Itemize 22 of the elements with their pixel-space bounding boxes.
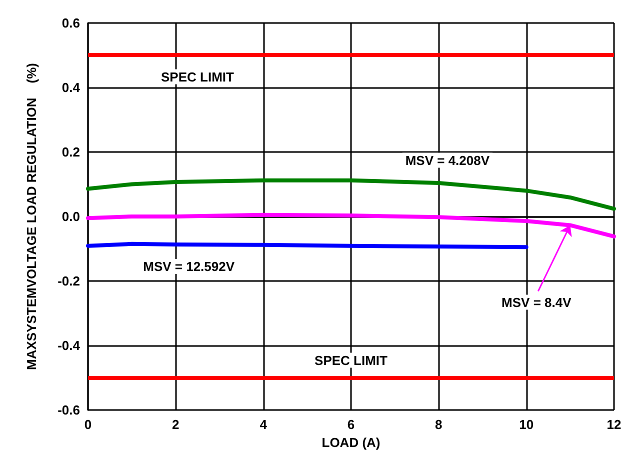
ref-line-label: SPEC LIMIT (161, 69, 234, 84)
y-tick-label: -0.2 (58, 274, 80, 288)
y-tick-label: 0.2 (62, 144, 80, 160)
x-tick-label: 12 (606, 417, 622, 432)
y-tick-label: -0.4 (58, 338, 81, 353)
annotation: MSV = 4.208V (405, 152, 490, 168)
annotation: MSV = 8.4V (502, 294, 572, 310)
y-tick-label: 0.6 (62, 16, 80, 30)
y-tick-label: -0.6 (58, 402, 80, 418)
x-axis-title: LOAD (A) (322, 434, 380, 450)
y-axis-title: MAXSYSTEMVOLTAGE LOAD REGULATION (%) (24, 63, 39, 370)
ref-line-label: SPEC LIMIT (314, 352, 388, 368)
x-tick-label: 6 (347, 417, 355, 432)
x-tick-label: 0 (84, 417, 92, 432)
line-series (86, 178, 616, 211)
y-tick-label: 0.0 (62, 209, 80, 224)
annotation: MSV = 12.592V (143, 259, 235, 274)
x-tick-label: 4 (260, 417, 268, 432)
x-tick-label: 10 (519, 417, 534, 432)
y-tick-label: 0.4 (62, 80, 81, 95)
x-tick-label: 8 (435, 417, 442, 432)
x-tick-label: 2 (172, 417, 180, 432)
